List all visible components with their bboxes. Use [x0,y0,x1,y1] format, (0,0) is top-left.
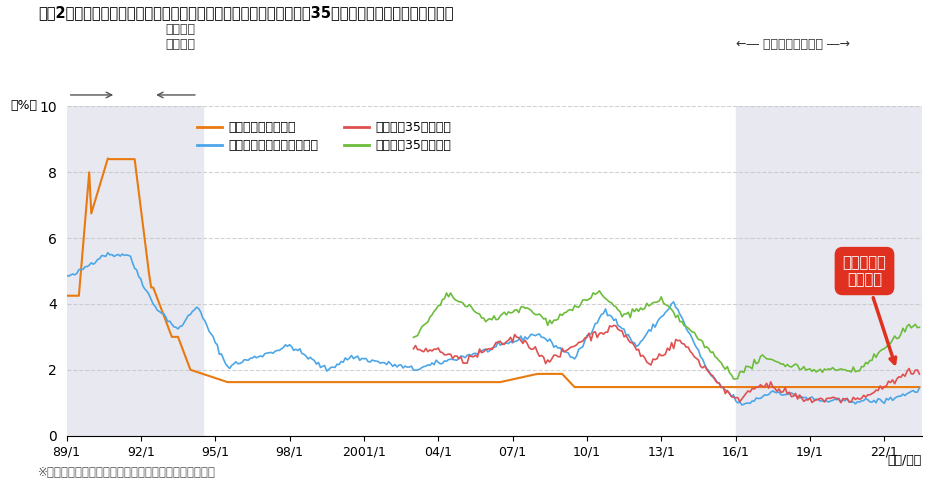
Text: 固定金利は
上昇基調: 固定金利は 上昇基調 [843,255,896,363]
Bar [66,106,202,436]
Legend: 短期プライムレート, 住宅金融支援機構基準金利, フラット35（最低）, フラット35（最高）: 短期プライムレート, 住宅金融支援機構基準金利, フラット35（最低）, フラッ… [193,116,456,157]
Text: ※出所、注についてはコラム後段部分をご確認ください: ※出所、注についてはコラム後段部分をご確認ください [38,466,216,479]
Text: （%）: （%） [10,99,37,112]
Text: ←― マイナス金利政策 ―→: ←― マイナス金利政策 ―→ [736,38,850,51]
Text: 固定金利
優位時代: 固定金利 優位時代 [165,23,196,51]
Text: （年/月）: （年/月） [887,454,922,467]
Bar [735,106,922,436]
Text: 図表2　短期プライムレート・住宅金融支援機構基準金利・フラット35借入金利（最低・最高）の推移: 図表2 短期プライムレート・住宅金融支援機構基準金利・フラット35借入金利（最低… [38,5,453,20]
